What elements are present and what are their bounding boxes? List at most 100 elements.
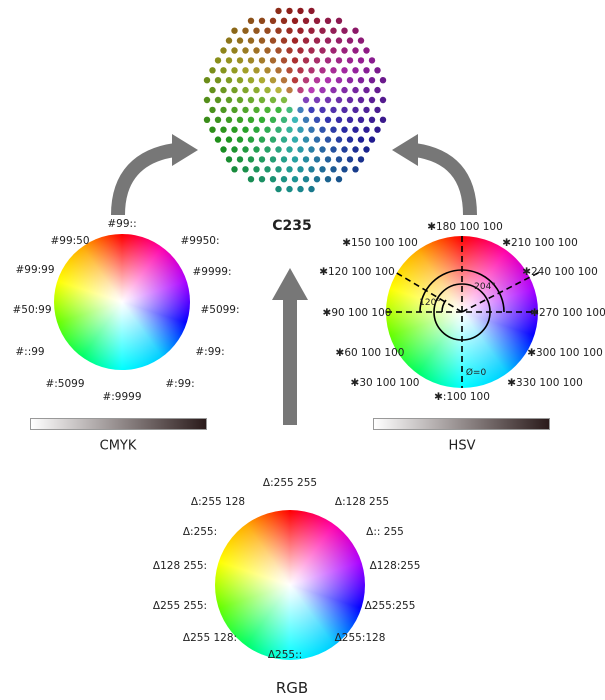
dot — [231, 86, 238, 94]
dot — [324, 96, 332, 104]
dot — [286, 67, 293, 74]
dot — [264, 166, 271, 173]
dot — [209, 126, 216, 133]
wheel-label: Δ:: 255 — [366, 526, 404, 538]
dot — [308, 166, 315, 173]
dot — [291, 156, 299, 163]
dot — [319, 146, 326, 153]
dot — [302, 156, 310, 163]
dot — [247, 77, 255, 84]
rgb-caption: RGB — [275, 679, 309, 697]
dot — [313, 116, 321, 124]
dot — [280, 96, 288, 104]
dot — [236, 96, 244, 104]
wheel-label: ✱120 100 100 — [319, 266, 395, 278]
dot — [324, 156, 332, 163]
dot — [357, 57, 365, 64]
wheel-label: Δ255 128: — [182, 632, 238, 644]
dot — [264, 47, 271, 54]
arrow-left — [111, 143, 177, 216]
dot — [291, 37, 299, 44]
dot — [302, 17, 310, 24]
dot — [258, 96, 266, 104]
dot — [341, 146, 348, 153]
dot — [324, 37, 332, 44]
dot — [291, 176, 299, 183]
dot — [264, 86, 271, 94]
dot — [374, 86, 381, 94]
dot — [346, 136, 354, 143]
dot — [253, 106, 260, 114]
dot — [335, 37, 343, 44]
wheel-label: #:99: — [165, 378, 195, 390]
wheel-label: ✱90 100 100 — [322, 307, 392, 319]
dot — [352, 106, 359, 114]
dot — [269, 37, 277, 44]
dot — [297, 27, 304, 34]
dot — [324, 176, 332, 183]
dot — [308, 7, 315, 15]
dot — [286, 185, 293, 193]
dot — [203, 116, 211, 124]
wheel-label: 120° — [419, 298, 441, 308]
dot — [330, 86, 337, 94]
dot — [242, 146, 249, 153]
dot — [335, 136, 343, 143]
dot — [286, 27, 293, 34]
dot — [286, 126, 293, 133]
dot — [352, 67, 359, 74]
wheel-label: ✱240 100 100 — [522, 266, 598, 278]
dot — [363, 146, 370, 153]
dot — [335, 77, 343, 84]
dot — [258, 156, 266, 163]
dot — [280, 156, 288, 163]
wheel-label: #99:: — [107, 218, 137, 230]
dot — [280, 116, 288, 124]
dot — [352, 27, 359, 34]
dot — [269, 17, 277, 24]
dot — [214, 136, 222, 143]
dot — [275, 126, 282, 133]
dot — [253, 67, 260, 74]
dot — [280, 57, 288, 64]
dot — [236, 156, 244, 163]
dot — [247, 176, 255, 183]
dot — [247, 156, 255, 163]
dot — [209, 67, 216, 74]
cmyk-wheel — [54, 234, 190, 370]
wheel-label: 204° — [474, 282, 496, 292]
arrowhead — [272, 268, 308, 300]
dot — [352, 146, 359, 153]
dot — [313, 176, 321, 183]
dot — [291, 116, 299, 124]
dot — [269, 136, 277, 143]
wheel-label: #99:99 — [15, 264, 55, 276]
dot — [269, 96, 277, 104]
dot — [341, 126, 348, 133]
dot — [280, 176, 288, 183]
wheel-label: ✱330 100 100 — [507, 377, 583, 389]
dot — [291, 136, 299, 143]
dot — [231, 126, 238, 133]
dot — [346, 77, 354, 84]
dot — [297, 185, 304, 193]
wheel-label: Δ:255 128 — [190, 496, 246, 508]
dot — [335, 96, 343, 104]
dot — [258, 176, 266, 183]
dot — [264, 146, 271, 153]
dot — [220, 146, 227, 153]
dot — [308, 67, 315, 74]
dot — [269, 156, 277, 163]
dot — [374, 106, 381, 114]
dot — [236, 136, 244, 143]
dot — [225, 37, 233, 44]
dot — [308, 146, 315, 153]
dot — [231, 27, 238, 34]
dot — [275, 67, 282, 74]
dot — [330, 106, 337, 114]
dot — [286, 146, 293, 153]
wheel-label: Δ255:255 — [364, 600, 416, 612]
dot — [302, 57, 310, 64]
dot — [319, 27, 326, 34]
